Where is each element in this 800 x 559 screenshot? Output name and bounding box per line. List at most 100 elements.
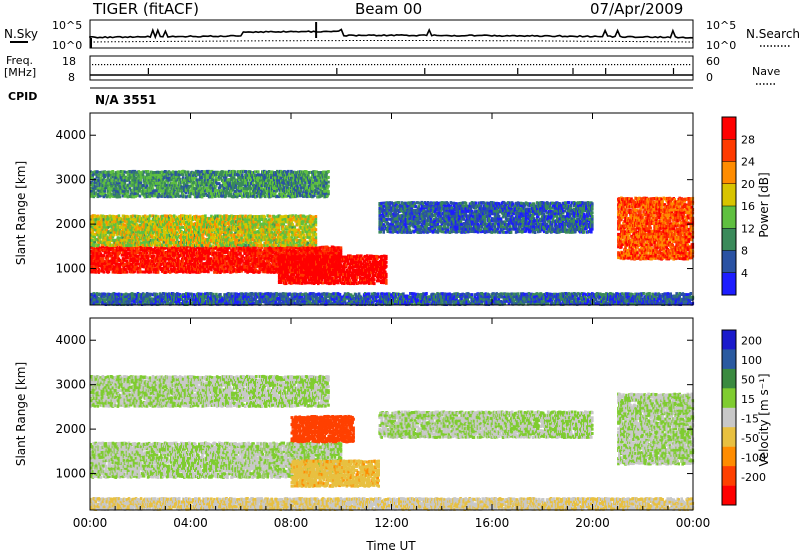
nave-dot (341, 64, 342, 65)
nave-dot (329, 64, 330, 65)
nave-dot (536, 64, 537, 65)
nave-dot (254, 64, 255, 65)
nave-dot (656, 64, 657, 65)
nave-dot (527, 64, 528, 65)
cpid-value: N/A 3551 (95, 93, 156, 107)
nave-dot (353, 64, 354, 65)
nave-dot (290, 64, 291, 65)
nave-dot (176, 64, 177, 65)
nave-dot (314, 64, 315, 65)
nave-dot (425, 64, 426, 65)
nave-dot (629, 64, 630, 65)
heatmap-cell (212, 244, 215, 247)
nave-dot (167, 64, 168, 65)
nave-dot (248, 64, 249, 65)
heatmap-cell (340, 246, 343, 249)
nave-dot (338, 64, 339, 65)
nave-tick-bottom: 0 (706, 71, 713, 84)
nave-dot (572, 68, 573, 74)
nave-dot (650, 64, 651, 65)
nave-dot (308, 64, 309, 65)
cpid-label: CPID (8, 90, 37, 103)
nave-dot (149, 64, 150, 65)
nave-dot (140, 64, 141, 65)
nave-dot (374, 64, 375, 65)
nave-dot (539, 64, 540, 65)
nave-dot (336, 68, 337, 74)
nave-dot (152, 64, 153, 65)
nave-dot (239, 64, 240, 65)
nave-dot (641, 64, 642, 65)
nave-dot (599, 64, 600, 65)
nave-dot (617, 64, 618, 65)
nave-dot (242, 64, 243, 65)
nave-dot (317, 64, 318, 65)
nave-dot (503, 64, 504, 65)
nave-dot (593, 64, 594, 65)
nave-dot (572, 64, 573, 65)
nave-dot (512, 64, 513, 65)
nave-dot (590, 64, 591, 65)
nave-dot (647, 64, 648, 65)
nave-dot (305, 64, 306, 65)
freq-panel-frame (90, 56, 693, 80)
nave-dot (245, 64, 246, 65)
nave-dot (491, 64, 492, 65)
nave-dot (554, 64, 555, 65)
nave-dot (101, 64, 102, 65)
nave-dot (686, 64, 687, 65)
nave-dot (266, 64, 267, 65)
nave-dot (557, 64, 558, 65)
nave-dot (359, 64, 360, 65)
nave-dot (665, 64, 666, 65)
nsky-trace (90, 29, 693, 38)
nave-dot (671, 64, 672, 65)
heatmap-cell (167, 267, 170, 270)
nave-dot (368, 64, 369, 65)
nave-dot (125, 64, 126, 65)
nave-dot (251, 64, 252, 65)
nave-dot (596, 64, 597, 65)
nave-dot (626, 64, 627, 65)
nave-dot (620, 64, 621, 65)
nave-dot (398, 64, 399, 65)
nave-dot (485, 64, 486, 65)
nave-dot (356, 64, 357, 65)
nave-dot (587, 64, 588, 65)
nave-dot (431, 64, 432, 65)
nave-dot (533, 64, 534, 65)
nave-dot (638, 64, 639, 65)
nave-dot (185, 64, 186, 65)
nave-dot (518, 64, 519, 65)
freq-tick-bottom: 8 (68, 71, 75, 84)
nave-dot (104, 64, 105, 65)
heatmap-cell (373, 278, 376, 281)
nave-dot (164, 64, 165, 65)
nave-dot (517, 68, 518, 74)
nave-dot (455, 64, 456, 65)
nave-dot (302, 64, 303, 65)
nave-dot (209, 64, 210, 65)
nave-dot (659, 64, 660, 65)
nave-dot (98, 64, 99, 65)
nave-dot (392, 64, 393, 65)
nave-dot (401, 64, 402, 65)
nave-dot (644, 64, 645, 65)
heatmap-cell (369, 274, 372, 277)
nave-dot (614, 64, 615, 65)
nave-dot (545, 64, 546, 65)
nave-dot (221, 64, 222, 65)
nave-dot (488, 64, 489, 65)
nave-dot (116, 64, 117, 65)
nave-dot (188, 64, 189, 65)
nave-dot (419, 64, 420, 65)
heatmap-cell (148, 217, 151, 220)
beam-title: Beam 00 (355, 0, 422, 18)
nave-dot (407, 64, 408, 65)
nave-dot (473, 64, 474, 65)
heatmap-cell (373, 282, 376, 285)
heatmap-cell (360, 254, 363, 257)
nave-dot (278, 64, 279, 65)
nave-dot (200, 64, 201, 65)
noise-tick-right-bottom: 10^0 (706, 39, 736, 52)
